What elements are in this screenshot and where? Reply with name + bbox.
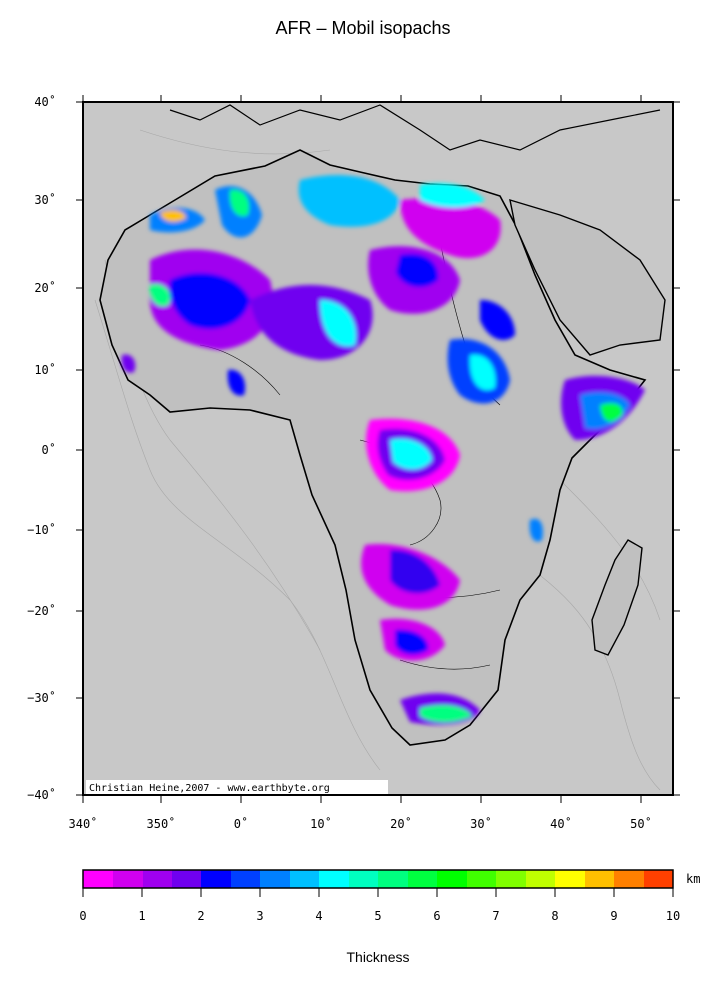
colorbar-tick-2: 2 [197,909,205,923]
europe-coast [169,104,661,151]
colorbar-tick-5: 5 [374,909,382,923]
colorbar-swatch-11 [408,870,437,888]
colorbar-swatch-16 [555,870,585,888]
colorbar-swatch-5 [231,870,260,888]
credit-text: Christian Heine,2007 - www.earthbyte.org [89,783,330,794]
lat-label-30: 30˚ [34,193,56,207]
lon-label-30: 30˚ [470,817,492,831]
isopach-basins [121,175,645,725]
colorbar-tick-10: 10 [665,909,681,923]
lon-label-20: 20˚ [390,817,412,831]
lat-label-0: 0˚ [41,443,56,457]
colorbar-swatch-7 [290,870,319,888]
madagascar-landmass [591,539,643,656]
colorbar-swatch-1 [113,870,143,888]
colorbar-swatch-10 [378,870,408,888]
colorbar-swatch-15 [526,870,555,888]
colorbar-tick-6: 6 [433,909,441,923]
colorbar-swatch-9 [349,870,378,888]
lat-label-20: 20˚ [34,281,56,295]
colorbar-tick-3: 3 [256,909,264,923]
lon-label-10: 10˚ [310,817,332,831]
lon-label-50: 50˚ [630,817,652,831]
lat-label-40: 40˚ [34,95,56,109]
lat-label-10: 10˚ [34,363,56,377]
lat-label-m20: −20˚ [27,604,56,618]
lon-label-340: 340˚ [68,817,98,831]
colorbar-swatch-4 [201,870,231,888]
map-title: AFR – Mobil isopachs [275,18,451,38]
lon-label-350: 350˚ [146,817,176,831]
colorbar-swatch-6 [260,870,290,888]
colorbar-tick-7: 7 [492,909,500,923]
lon-label-40: 40˚ [550,817,572,831]
lat-label-m30: −30˚ [27,691,56,705]
lat-label-m40: −40˚ [27,788,56,802]
colorbar-title: Thickness [346,949,410,965]
colorbar-swatch-3 [172,870,201,888]
colorbar-tick-0: 0 [79,909,87,923]
colorbar-swatch-0 [83,870,113,888]
lon-label-0: 0˚ [233,817,249,831]
colorbar-tick-9: 9 [610,909,618,923]
colorbar-unit: km [686,872,701,886]
colorbar [82,869,674,897]
credit-box [86,780,388,794]
colorbar-tick-4: 4 [315,909,323,923]
colorbar-tick-1: 1 [138,909,146,923]
colorbar-swatch-18 [614,870,644,888]
map-frame [82,101,674,796]
frame-ticks [76,95,680,803]
colorbar-swatch-12 [437,870,467,888]
colorbar-swatch-2 [143,870,172,888]
colorbar-swatch-19 [644,870,673,888]
lat-label-m10: −10˚ [27,523,56,537]
arabia-landmass [509,198,666,356]
colorbar-tick-8: 8 [551,909,559,923]
colorbar-swatch-17 [585,870,614,888]
colorbar-swatch-13 [467,870,496,888]
colorbar-swatch-14 [496,870,526,888]
colorbar-swatch-8 [319,870,349,888]
